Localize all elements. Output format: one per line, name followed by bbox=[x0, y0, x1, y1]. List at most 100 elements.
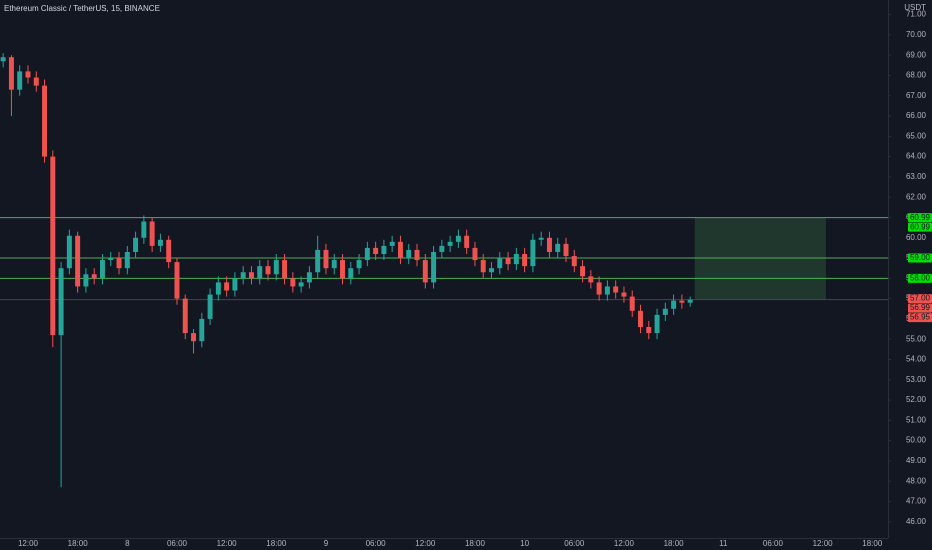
candle-body bbox=[340, 260, 346, 279]
candle-body bbox=[439, 245, 445, 252]
price-label-box bbox=[908, 313, 932, 323]
candle-body bbox=[687, 299, 693, 303]
candle-body bbox=[174, 262, 180, 299]
price-label: 60.99 bbox=[910, 222, 931, 231]
candle-body bbox=[629, 296, 635, 311]
x-tick-label: 18:00 bbox=[862, 539, 883, 548]
candle-body bbox=[588, 276, 594, 283]
candle-body bbox=[207, 294, 213, 319]
candle-body bbox=[282, 260, 288, 279]
price-label: 56.99 bbox=[910, 303, 931, 312]
candle-body bbox=[116, 258, 122, 269]
price-label: 58.00 bbox=[910, 273, 931, 282]
x-tick-label: 11 bbox=[719, 539, 728, 548]
candle-body bbox=[513, 253, 519, 265]
candle-body bbox=[8, 57, 14, 90]
candle-body bbox=[191, 333, 197, 342]
candle-body bbox=[166, 239, 172, 263]
y-tick-label: 54.00 bbox=[906, 355, 927, 364]
x-tick-label: 18:00 bbox=[465, 539, 486, 548]
x-tick-label: 06:00 bbox=[366, 539, 387, 548]
candle-body bbox=[306, 272, 312, 283]
candle-body bbox=[613, 286, 619, 293]
y-tick-label: 68.00 bbox=[906, 71, 927, 80]
y-tick-label: 49.00 bbox=[906, 456, 927, 465]
candle-body bbox=[75, 235, 81, 287]
candle-body bbox=[381, 245, 387, 254]
candle-body bbox=[489, 268, 494, 273]
candle-body bbox=[406, 249, 412, 259]
candle-body bbox=[621, 292, 627, 297]
x-tick-label: 12:00 bbox=[217, 539, 238, 548]
candle-body bbox=[298, 282, 304, 287]
x-tick-label: 18:00 bbox=[266, 539, 287, 548]
y-tick-label: 52.00 bbox=[906, 395, 927, 404]
candle-body bbox=[323, 249, 329, 269]
y-axis-label: USDT bbox=[904, 3, 926, 12]
candle-body bbox=[538, 237, 544, 240]
y-tick-label: 50.00 bbox=[906, 436, 927, 445]
candle-body bbox=[133, 237, 139, 252]
y-tick-label: 67.00 bbox=[906, 91, 927, 100]
y-tick-label: 62.00 bbox=[906, 192, 927, 201]
candle-body bbox=[182, 298, 188, 334]
candle-body bbox=[83, 274, 89, 287]
x-tick-label: 18:00 bbox=[664, 539, 685, 548]
y-tick-label: 69.00 bbox=[906, 50, 927, 59]
price-label-box bbox=[908, 303, 932, 313]
price-label-box bbox=[908, 222, 932, 232]
candle-body bbox=[679, 300, 685, 303]
candle-body bbox=[364, 247, 370, 261]
candle-body bbox=[315, 249, 321, 273]
x-tick-label: 12:00 bbox=[415, 539, 436, 548]
price-label-box bbox=[908, 213, 932, 223]
candle-body bbox=[397, 241, 403, 259]
candle-body bbox=[199, 318, 205, 342]
candle-body bbox=[42, 85, 48, 157]
y-tick-label: 65.00 bbox=[906, 131, 927, 140]
candle-body bbox=[91, 274, 97, 279]
candle-body bbox=[348, 268, 354, 279]
candle-body bbox=[654, 314, 660, 334]
y-tick-label: 47.00 bbox=[906, 497, 927, 506]
candle-body bbox=[455, 235, 461, 242]
x-tick-label: 10 bbox=[520, 539, 529, 548]
candle-body bbox=[232, 278, 238, 291]
candle-body bbox=[638, 310, 643, 328]
candle-body bbox=[149, 221, 155, 246]
candle-body bbox=[215, 282, 221, 295]
price-label-box bbox=[908, 273, 932, 283]
y-tick-label: 71.00 bbox=[906, 10, 927, 19]
price-label: 57.00 bbox=[910, 294, 931, 303]
candle-body bbox=[497, 258, 503, 269]
candle-body bbox=[265, 266, 271, 275]
candle-body bbox=[447, 241, 453, 246]
y-tick-label: 63.00 bbox=[906, 172, 927, 181]
price-label-box bbox=[908, 294, 932, 304]
candle-body bbox=[108, 258, 114, 261]
candle-body bbox=[596, 282, 602, 295]
candle-body bbox=[522, 253, 528, 267]
candle-body bbox=[480, 260, 486, 273]
candle-body bbox=[17, 71, 23, 90]
target-zone bbox=[694, 217, 826, 300]
candle-body bbox=[356, 260, 362, 269]
candle-body bbox=[555, 243, 561, 252]
candle-body bbox=[273, 260, 279, 275]
candle-body bbox=[290, 278, 296, 287]
candle-body bbox=[389, 241, 395, 246]
x-tick-label: 06:00 bbox=[167, 539, 188, 548]
candle-body bbox=[530, 239, 536, 267]
x-tick-label: 06:00 bbox=[564, 539, 585, 548]
candle-body bbox=[580, 266, 586, 277]
y-tick-label: 51.00 bbox=[906, 415, 927, 424]
candle-body bbox=[671, 300, 677, 309]
candle-body bbox=[141, 221, 147, 238]
candle-body bbox=[124, 251, 130, 269]
candle-body bbox=[0, 57, 6, 62]
candle-body bbox=[25, 71, 31, 78]
price-label: 56.95 bbox=[910, 313, 931, 322]
candle-body bbox=[563, 243, 569, 257]
